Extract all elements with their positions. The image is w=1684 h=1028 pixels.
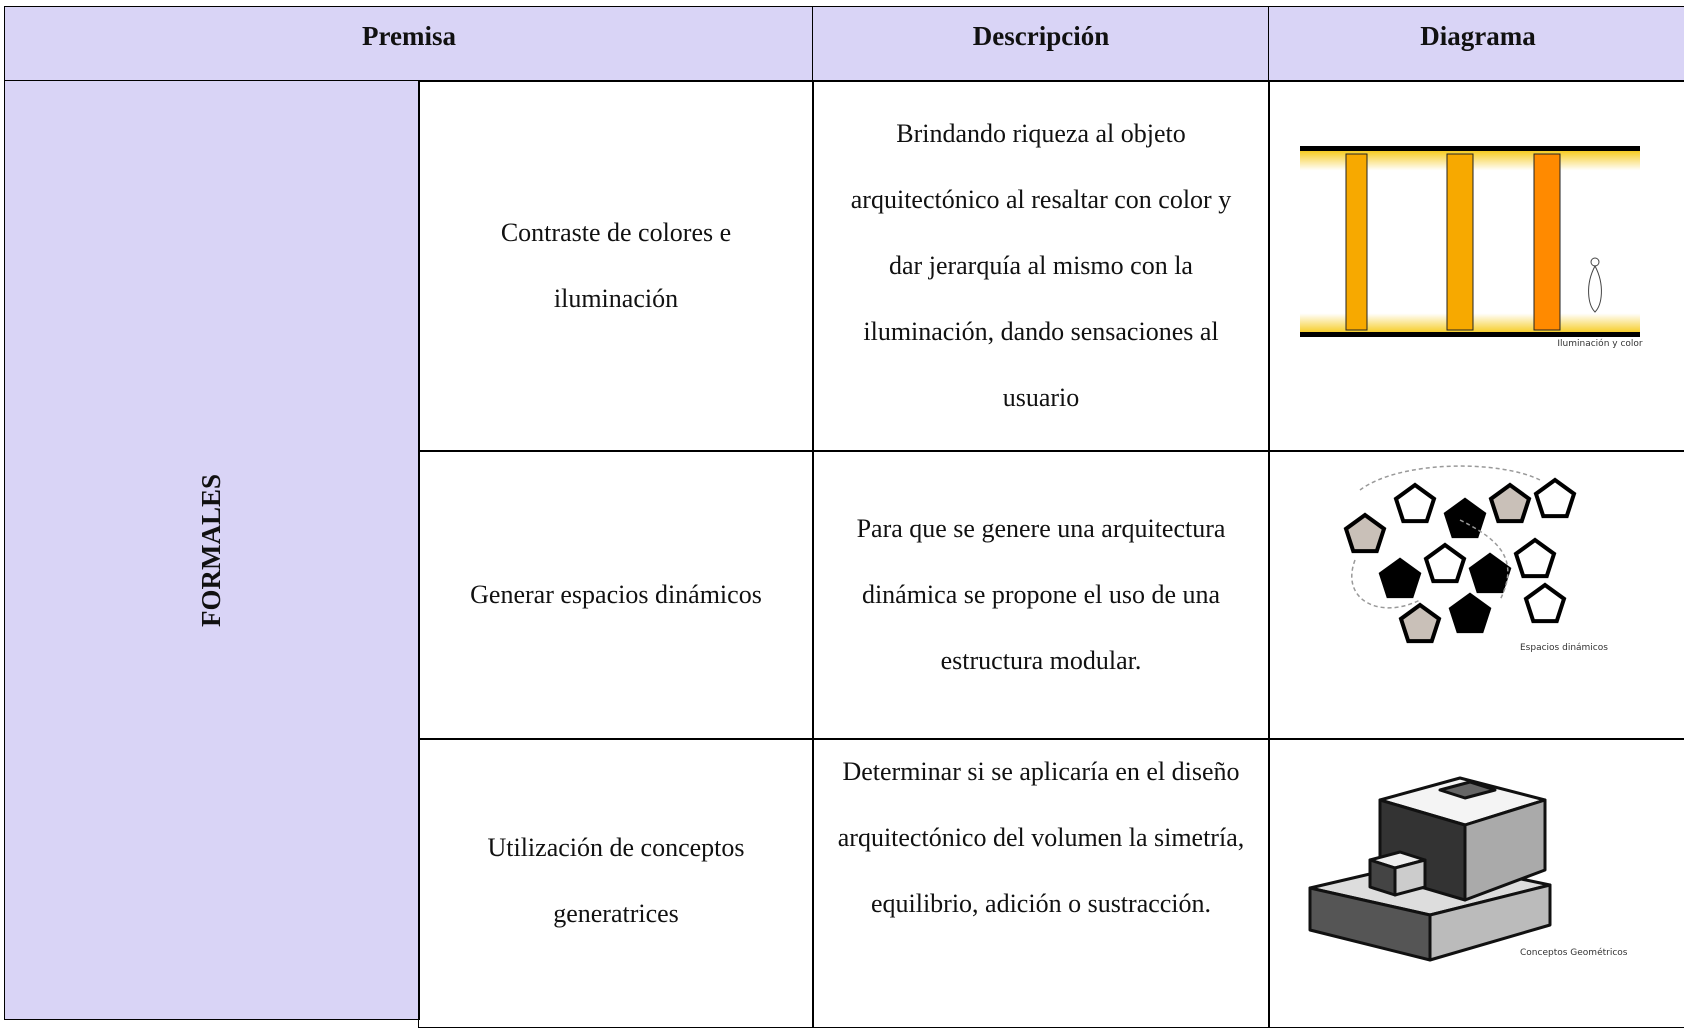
diagram-cell [1268,80,1684,452]
module [1393,482,1437,524]
diagram-volumes: Conceptos Geométricos [1308,776,1628,962]
diagram-label: Espacios dinámicos [1520,643,1608,653]
header-premisa: Premisa [4,6,814,82]
diagram-label: Conceptos Geométricos [1520,947,1628,958]
diagram-cell [1268,450,1684,740]
module [1488,482,1532,524]
module [1398,602,1442,644]
premise: Contraste de colores e iluminación [418,80,814,452]
module [1378,557,1422,599]
premise: Utilización de conceptos generatrices [418,738,814,1028]
premise: Generar espacios dinámicos [418,450,814,740]
header-descripcion: Descripción [812,6,1270,82]
header-diagrama: Diagrama [1268,6,1684,82]
module [1468,552,1512,594]
module [1423,542,1467,584]
module [1448,592,1492,634]
module [1523,582,1567,624]
diagram-lighting: Iluminación y color [1300,146,1643,349]
group-cell: FORMALES [4,80,420,1020]
diagram-label: Iluminación y color [1557,338,1643,349]
module [1343,512,1387,554]
description: Brindando riqueza al objeto arquitectóni… [812,80,1270,452]
description: Para que se genere una arquitectura diná… [812,450,1270,740]
diagram-modular: Espacios dinámicos [1343,465,1608,653]
module [1513,537,1557,579]
module [1533,477,1577,519]
